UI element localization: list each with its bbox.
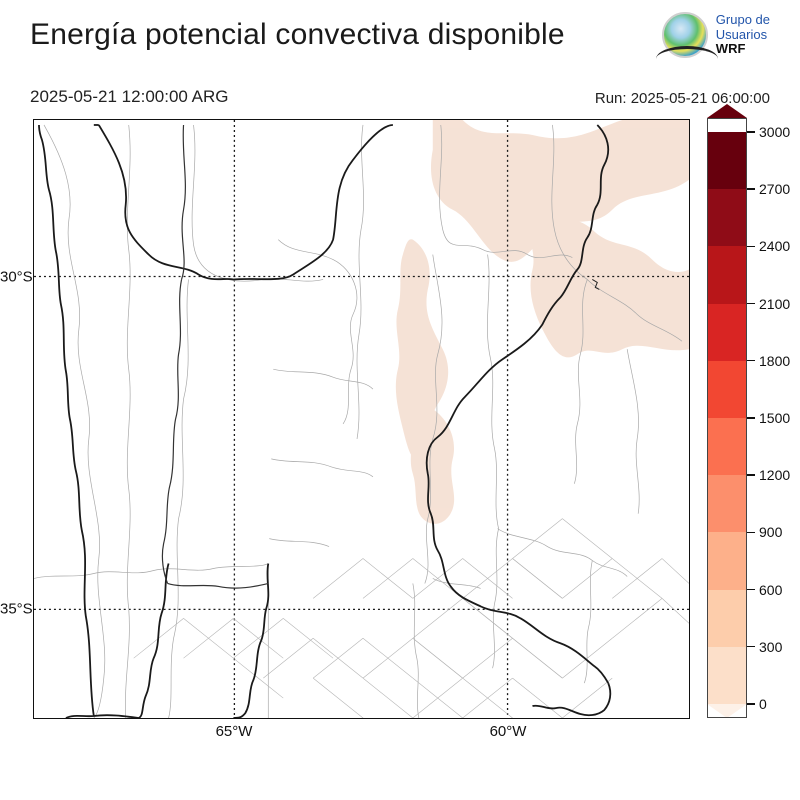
cb-tick-2100: 2100	[747, 296, 790, 312]
xtick-60w: 60°W	[490, 723, 527, 740]
cb-tick-900: 900	[747, 524, 782, 540]
ytick-35s: 35°S	[0, 601, 30, 618]
cb-tick-1800: 1800	[747, 353, 790, 369]
ytick-30s: 30°S	[0, 269, 30, 286]
page-title: Energía potencial convectiva disponible	[30, 18, 565, 52]
cb-tick-2700: 2700	[747, 181, 790, 197]
cb-seg-4	[707, 418, 747, 475]
cb-seg-9	[707, 132, 747, 189]
cb-seg-6	[707, 304, 747, 361]
cb-tick-300: 300	[747, 639, 782, 655]
valid-time-label: 2025-05-21 12:00:00 ARG	[30, 87, 228, 107]
map-svg	[34, 120, 689, 718]
colorbar-top-arrow	[707, 104, 747, 118]
cb-seg-3	[707, 475, 747, 532]
cb-tick-600: 600	[747, 582, 782, 598]
xtick-65w: 65°W	[216, 723, 253, 740]
root: Energía potencial convectiva disponible …	[0, 0, 800, 800]
cb-seg-5	[707, 361, 747, 418]
colorbar[interactable]: 3000 2700 2400 2100 1800 1500 1200 900	[707, 118, 747, 718]
map-panel[interactable]	[33, 119, 690, 719]
colorbar-bottom-arrow	[707, 704, 747, 718]
cb-seg-8	[707, 189, 747, 246]
cb-seg-7	[707, 246, 747, 303]
cb-seg-0	[707, 647, 747, 704]
cb-tick-0: 0	[747, 696, 767, 712]
cb-seg-2	[707, 532, 747, 589]
logo-block: Grupo de Usuarios WRF	[662, 12, 770, 58]
cb-tick-3000: 3000	[747, 124, 790, 140]
cb-tick-2400: 2400	[747, 238, 790, 254]
partido-diamond-grid	[134, 519, 689, 718]
wrf-logo-icon	[662, 12, 708, 58]
cb-tick-1500: 1500	[747, 410, 790, 426]
cb-tick-1200: 1200	[747, 467, 790, 483]
logo-text: Grupo de Usuarios WRF	[716, 13, 770, 58]
colorbar-gradient	[707, 132, 747, 704]
cb-seg-1	[707, 590, 747, 647]
